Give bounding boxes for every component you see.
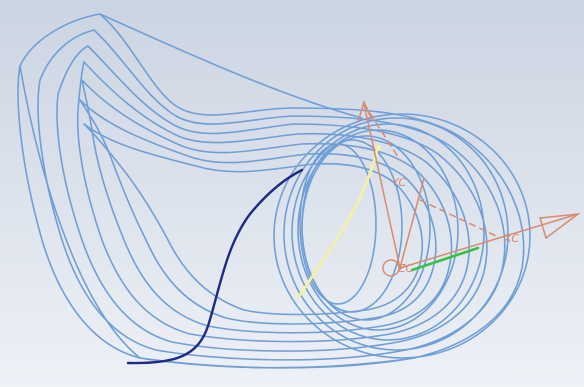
csys-yc-axis[interactable] xyxy=(399,177,425,269)
ring-6[interactable] xyxy=(301,139,403,313)
ring-1[interactable] xyxy=(273,113,531,359)
spine-curve-end-point[interactable] xyxy=(375,145,381,151)
csys-origin-handle[interactable] xyxy=(382,259,400,277)
section-loop-1[interactable] xyxy=(17,13,525,369)
guide-line-left[interactable] xyxy=(19,65,141,359)
csys-zc-label: ZC xyxy=(397,262,414,275)
csys-selected-axis[interactable] xyxy=(410,246,480,272)
guide-line-top[interactable] xyxy=(99,13,363,119)
csys-yc-label: YC xyxy=(392,176,407,189)
section-loop-5[interactable] xyxy=(81,79,453,334)
guide-line-bottom[interactable] xyxy=(139,357,415,369)
csys-xc-arrowhead[interactable] xyxy=(539,212,581,240)
section-loop-3[interactable] xyxy=(56,45,488,352)
section-loop-4[interactable] xyxy=(76,61,470,343)
ring-2[interactable] xyxy=(283,117,509,351)
ring-3[interactable] xyxy=(291,123,485,341)
csys-zc-arrowhead[interactable] xyxy=(357,99,373,123)
csys-xc-label: XC xyxy=(503,232,519,245)
csys-zc-axis[interactable] xyxy=(363,103,401,269)
ring-7[interactable] xyxy=(299,143,377,305)
coordinate-system[interactable] xyxy=(357,99,581,277)
section-loop-6[interactable] xyxy=(79,99,437,325)
ring-4[interactable] xyxy=(297,129,459,331)
spine-curve[interactable] xyxy=(296,144,380,300)
csys-xc-axis[interactable] xyxy=(399,213,579,269)
csys-dash-2[interactable] xyxy=(419,199,497,237)
csys-dash-1[interactable] xyxy=(363,103,401,161)
section-loop-7[interactable] xyxy=(83,123,424,316)
section-curve[interactable] xyxy=(126,168,304,365)
surface-wireframe[interactable] xyxy=(17,13,531,369)
